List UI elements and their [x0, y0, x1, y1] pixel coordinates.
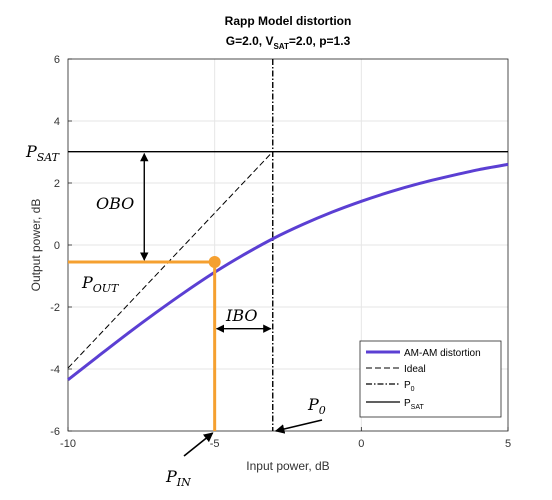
annotation-layer [140, 152, 323, 457]
legend-label-am-am: AM-AM distortion [404, 348, 481, 359]
legend-label-ideal: Ideal [404, 364, 426, 375]
ibo-label: IBO [225, 306, 258, 325]
highlight-layer [68, 256, 221, 431]
x-tick-label: -5 [210, 438, 220, 450]
x-tick-label: 0 [358, 438, 364, 450]
p0-pointer-arrow [274, 419, 323, 434]
y-tick-label: -4 [50, 364, 60, 376]
ticks: -10 -5 0 5 -6 -4 -2 0 2 4 6 [50, 54, 511, 450]
psat-label: PSAT [25, 142, 61, 164]
x-tick-label: 5 [505, 438, 511, 450]
legend-label-p0: P0 [404, 380, 415, 393]
legend: AM-AM distortion Ideal P0 PSAT [359, 340, 502, 418]
pout-label: POUT [81, 273, 120, 295]
legend-label-psat: PSAT [404, 398, 424, 411]
pin-pointer-arrow [183, 432, 214, 457]
series-layer [67, 59, 509, 431]
y-tick-label: 4 [54, 116, 60, 128]
legend-box [359, 340, 502, 418]
p0-label: P0 [307, 395, 326, 417]
y-tick-label: -6 [50, 426, 60, 438]
y-tick-label: 6 [54, 54, 60, 66]
ideal-line [67, 151, 274, 369]
chart-title: Rapp Model distortion [225, 14, 352, 28]
chart-subtitle: G=2.0, VSAT=2.0, p=1.3 [226, 34, 351, 51]
x-axis-label: Input power, dB [246, 459, 329, 473]
y-tick-label: 2 [54, 178, 60, 190]
pin-label: PIN [165, 467, 191, 489]
x-tick-label: -10 [60, 438, 76, 450]
y-axis-label: Output power, dB [29, 199, 43, 292]
am-am-curve [67, 162, 509, 382]
y-tick-label: 0 [54, 240, 60, 252]
y-tick-label: -2 [50, 302, 60, 314]
operating-point [208, 256, 221, 269]
obo-label: OBO [96, 194, 134, 213]
